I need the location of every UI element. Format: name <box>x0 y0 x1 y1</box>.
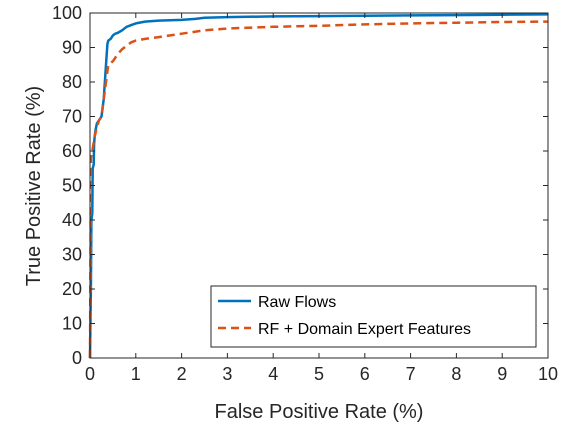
y-tick-label: 60 <box>62 141 82 161</box>
x-tick-label: 4 <box>268 364 278 384</box>
x-tick-label: 2 <box>177 364 187 384</box>
x-tick-label: 3 <box>222 364 232 384</box>
y-tick-label: 80 <box>62 72 82 92</box>
x-tick-label: 1 <box>131 364 141 384</box>
legend: Raw Flows RF + Domain Expert Features <box>210 285 537 348</box>
series-line-rf-domain <box>88 20 549 359</box>
x-tick-label: 9 <box>497 364 507 384</box>
y-tick-label: 40 <box>62 210 82 230</box>
y-tick-label: 50 <box>62 176 82 196</box>
y-tick-label: 10 <box>62 314 82 334</box>
y-tick-label: 100 <box>52 3 82 23</box>
y-tick-label: 20 <box>62 279 82 299</box>
legend-box <box>210 285 537 348</box>
y-axis-label: True Positive Rate (%) <box>23 86 45 286</box>
x-tick-label: 5 <box>314 364 324 384</box>
y-tick-label: 70 <box>62 107 82 127</box>
x-tick-label: 8 <box>451 364 461 384</box>
y-tick-label: 90 <box>62 38 82 58</box>
axes-layer <box>89 12 549 359</box>
x-tick-label: 6 <box>360 364 370 384</box>
x-tick-label: 7 <box>406 364 416 384</box>
x-tick-label: 0 <box>85 364 95 384</box>
x-axis-label: False Positive Rate (%) <box>215 401 424 423</box>
legend-label-rf-domain: RF + Domain Expert Features <box>258 321 471 338</box>
legend-label-raw-flows: Raw Flows <box>258 294 336 311</box>
x-tick-label: 10 <box>538 364 558 384</box>
y-tick-label: 30 <box>62 245 82 265</box>
y-tick-label: 0 <box>72 348 82 368</box>
